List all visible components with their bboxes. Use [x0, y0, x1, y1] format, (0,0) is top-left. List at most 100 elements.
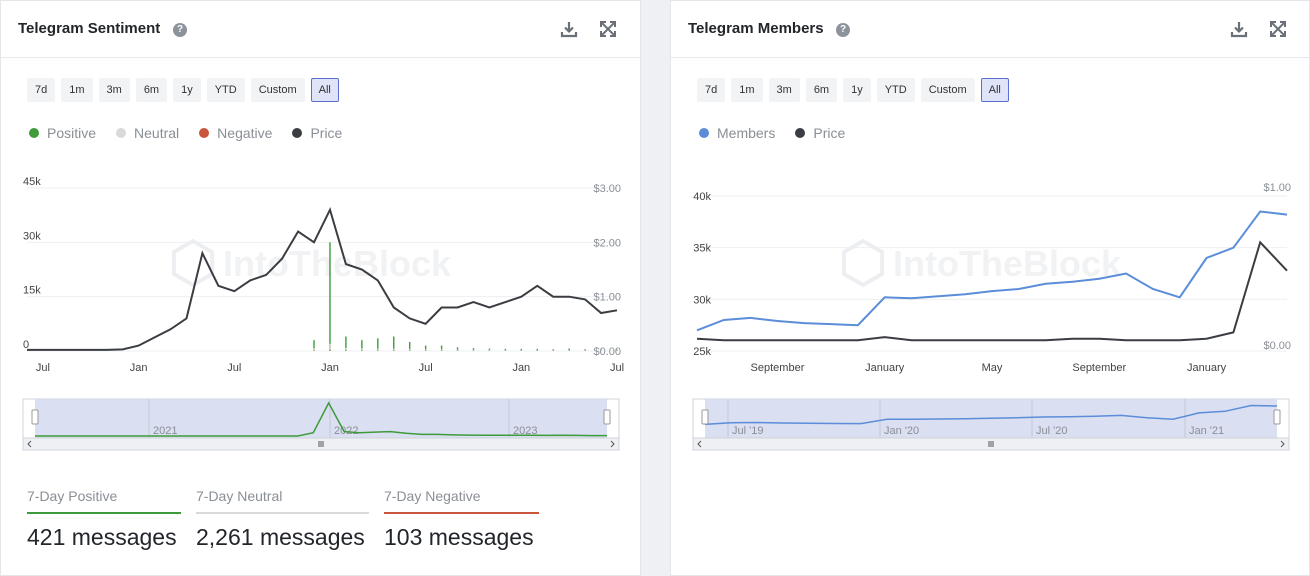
bar-neutral [472, 349, 474, 351]
range-button-6m[interactable]: 6m [135, 78, 168, 102]
range-button-3m[interactable]: 3m [98, 78, 130, 102]
navigator-handle [603, 409, 611, 425]
range-button-1y[interactable]: 1y [173, 78, 201, 102]
bar-neutral [441, 349, 443, 351]
navigator-label: Jul '19 [732, 425, 763, 437]
legend-label: Positive [47, 125, 97, 141]
stat-label: 7-Day Positive [27, 488, 118, 504]
range-button-3m[interactable]: 3m [768, 78, 800, 102]
sentiment-chart[interactable]: 015k30k45k$0.00$1.00$2.00$3.00IntoTheBlo… [1, 166, 642, 456]
x-tick-label: September [751, 362, 805, 374]
legend-label: Negative [217, 125, 273, 141]
legend-price[interactable]: Price [292, 125, 342, 141]
navigator-handle [701, 409, 709, 425]
bar-neutral [313, 348, 315, 351]
bar-negative [329, 349, 331, 351]
legend-positive[interactable]: Positive [29, 125, 96, 141]
bar-neutral [345, 347, 347, 351]
legend-label: Neutral [134, 125, 180, 141]
card-header: Telegram Sentiment ? [1, 1, 640, 58]
range-button-custom[interactable]: Custom [250, 78, 305, 102]
bar-neutral [377, 348, 379, 351]
range-button-7d[interactable]: 7d [697, 78, 726, 102]
telegram-members-card: Telegram Members ? 7d 1m 3m 6m 1y YTD Custom Al… [670, 0, 1310, 576]
bar-neutral [584, 349, 586, 351]
card-header: Telegram Members ? [671, 1, 1309, 58]
bar-neutral [600, 349, 602, 351]
x-tick-label: January [1187, 362, 1227, 374]
legend-label: Price [813, 125, 846, 141]
y-right-tick-label: $0.00 [1263, 340, 1291, 352]
range-button-1y[interactable]: 1y [843, 78, 871, 102]
stat-value: 103 messages [384, 524, 534, 550]
legend-members[interactable]: Members [699, 125, 775, 141]
bar-neutral [488, 349, 490, 351]
bar-negative [377, 350, 379, 351]
legend-negative[interactable]: Negative [199, 125, 272, 141]
y-left-tick-label: 0 [23, 339, 29, 351]
navigator-handle [31, 409, 39, 425]
bar-neutral [361, 348, 363, 351]
range-button-custom[interactable]: Custom [920, 78, 975, 102]
stat-value: 421 messages [27, 524, 177, 550]
intotheblock-logo-icon [841, 238, 885, 288]
bar-positive [440, 345, 443, 351]
x-tick-label: Jul [36, 362, 50, 374]
chart-legend: Positive Neutral Negative Price [29, 125, 342, 141]
y-right-tick-label: $1.00 [1263, 182, 1291, 194]
y-right-tick-label: $3.00 [593, 183, 621, 195]
navigator-label: Jan '20 [884, 425, 919, 437]
x-tick-label: September [1072, 362, 1126, 374]
x-tick-label: Jan [512, 362, 530, 374]
bar-positive [393, 336, 395, 351]
y-left-tick-label: 35k [693, 243, 711, 255]
stat-7day-positive: 7-Day Positive 421 messages [27, 488, 181, 551]
legend-neutral[interactable]: Neutral [116, 125, 179, 141]
y-right-tick-label: $2.00 [593, 237, 621, 249]
y-left-tick-label: 25k [693, 346, 711, 358]
telegram-sentiment-card: Telegram Sentiment ? 7d 1m 3m 6m 1y YTD Custom… [0, 0, 641, 576]
y-left-tick-label: 15k [23, 285, 41, 297]
y-left-tick-label: 40k [693, 191, 711, 203]
bar-negative [393, 350, 395, 351]
download-icon[interactable] [1229, 19, 1249, 39]
legend-price[interactable]: Price [795, 125, 845, 141]
range-button-ytd[interactable]: YTD [206, 78, 245, 102]
navigator-series-line [35, 401, 607, 437]
arrow-left-icon [697, 440, 702, 448]
bar-negative [361, 350, 363, 351]
intotheblock-logo-icon [171, 238, 215, 288]
download-icon[interactable] [559, 19, 579, 39]
members-chart[interactable]: 25k 30k 35k 40k $0.00 $1.00 IntoTheBlock Septem… [671, 166, 1310, 456]
range-button-all[interactable]: All [980, 78, 1009, 102]
bar-positive [345, 336, 347, 351]
bar-neutral [409, 348, 411, 351]
range-button-all[interactable]: All [310, 78, 339, 102]
card-title: Telegram Members [688, 20, 824, 37]
expand-icon[interactable] [1268, 19, 1288, 39]
stat-7day-neutral: 7-Day Neutral 2,261 messages [196, 488, 369, 551]
help-icon[interactable]: ? [173, 23, 187, 37]
expand-icon[interactable] [598, 19, 618, 39]
bar-positive [329, 242, 331, 351]
bar-positive [409, 341, 411, 351]
range-button-ytd[interactable]: YTD [876, 78, 915, 102]
series-line-price [27, 206, 618, 351]
range-button-1m[interactable]: 1m [61, 78, 93, 102]
bar-neutral [568, 349, 570, 351]
range-button-7d[interactable]: 7d [27, 78, 56, 102]
navigator-series-line [704, 404, 1278, 426]
x-tick-label: Jul [419, 362, 433, 374]
range-button-1m[interactable]: 1m [731, 78, 763, 102]
range-button-6m[interactable]: 6m [805, 78, 838, 102]
bar-neutral [504, 349, 506, 351]
legend-label: Members [717, 125, 776, 141]
bar-positive [377, 338, 379, 351]
x-tick-label: Jan [321, 362, 339, 374]
x-tick-label: January [865, 362, 905, 374]
help-icon[interactable]: ? [836, 23, 850, 37]
series-line-price [696, 240, 1288, 342]
bar-positive [568, 348, 570, 351]
stat-label: 7-Day Neutral [196, 488, 283, 504]
bar-positive [313, 340, 315, 351]
